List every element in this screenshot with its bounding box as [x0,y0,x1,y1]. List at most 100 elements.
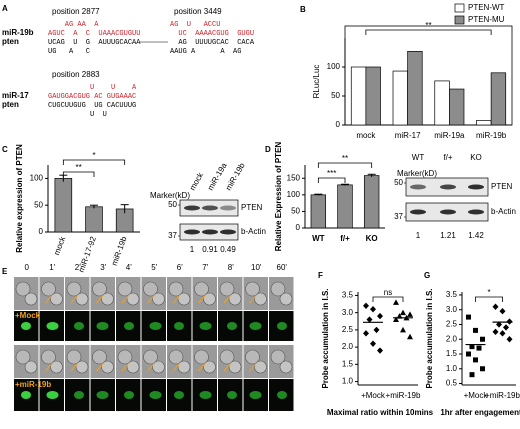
x-tick-label: +miR-19b [485,391,520,400]
x-tick-label: miR-17 [395,131,421,140]
y-tick-label: 0.5 [446,379,458,388]
point [377,347,383,354]
arrow [96,362,104,372]
arrow [223,362,232,372]
x-tick-label: +Mock [361,391,386,400]
cell [270,281,286,297]
point [363,302,369,309]
cell [92,281,107,297]
point [366,316,373,323]
blot-band [440,184,456,190]
sequence-line: UG A C [48,48,90,56]
cell [203,292,216,306]
fluorescence-signal [277,391,287,399]
point [373,326,380,334]
cell [41,349,56,365]
point [407,311,413,317]
x-tick-label: KO [366,234,378,243]
cell [168,349,184,365]
significance-bracket [62,159,126,165]
point [466,314,471,320]
time-label: 3' [100,263,106,272]
fluorescence-signal [249,322,262,330]
arrow [249,294,257,304]
panel-label: F [318,271,323,280]
lane-label: mock [188,170,206,192]
legend-swatch [454,15,465,25]
marker-value: 37 [394,212,403,221]
y-tick-label: 50 [331,91,340,100]
bar [449,88,465,126]
sequence-line: UC AAAACGUG GUGU [170,30,254,38]
x-axis-label: Maximal ratio within 10mins [327,408,434,417]
point [363,330,369,337]
significance-label: ** [76,163,82,172]
marker-value: 50 [168,200,177,209]
arrow [70,362,79,372]
sequence-line: GAUGGACGUG AC GUGAAAC [48,93,136,101]
time-label: 6' [177,263,183,272]
fluorescence-signal [21,391,31,399]
cell [152,292,165,306]
y-tick-label: 0 [336,120,341,129]
ratio-label: 1 [416,231,421,240]
cell [245,349,260,365]
bar [365,66,381,126]
sequence-line: U U [48,111,107,119]
lane-label: WT [412,153,425,162]
cell [254,360,267,374]
time-label: 1' [49,263,55,272]
y-axis-label: Probe accumulation in I.S. [321,288,330,388]
panel-label: A [2,4,8,13]
cell [101,292,114,306]
sequence-line: CUGCUUGUG UG CACUUUG [48,102,136,110]
target-label: pten [2,37,19,46]
cell [101,360,114,374]
bar [350,66,367,126]
y-tick-label: 1.5 [446,349,458,358]
x-axis-label: 1hr after engagement [440,408,520,417]
arrow [45,294,53,304]
fluorescence-signal [249,391,262,399]
point [473,327,478,333]
arrow [198,294,206,304]
legend-label: PTEN-MU [468,15,505,24]
ratio-label: 1 [190,245,195,254]
band-label: PTEN [491,182,513,191]
band-label: PTEN [241,203,263,212]
marker-value: 50 [394,178,403,187]
panel-label: G [424,271,430,280]
fluorescence-signal [149,322,162,330]
y-tick-label: 3.0 [342,308,354,317]
y-tick-label: 1.5 [342,359,354,368]
bar [85,206,103,233]
cell [219,281,235,297]
lane-label: KO [470,153,482,162]
panel-label: C [2,145,8,154]
y-tick-label: 0 [296,223,301,232]
fluorescence-signal [199,391,212,399]
significance-bracket [317,177,346,183]
bar [337,184,353,229]
cell [143,349,158,365]
point [469,344,475,350]
point [377,312,383,320]
sequence-line: AGUC A C UAAACGUGUU [48,30,140,38]
ratio-label: 1.42 [468,231,484,240]
fluorescence-signal [96,391,109,399]
cell [245,281,260,297]
cell [50,360,63,374]
arrow [172,294,181,304]
significance-bracket [372,296,404,302]
y-tick-label: 100 [30,174,44,183]
significance-bracket [317,162,373,168]
point [400,309,406,316]
condition-label: +miR-19b [15,380,51,389]
mirna-label: miR-19b [2,28,34,37]
blot-band [184,229,200,235]
lane-label: f/+ [443,153,452,162]
x-tick-label: miR-19a [434,131,465,140]
time-label: 8' [228,263,234,272]
